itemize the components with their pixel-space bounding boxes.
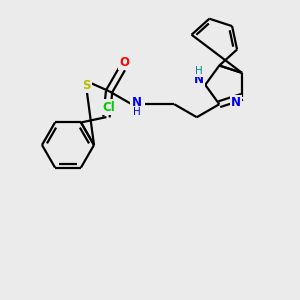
Text: H: H bbox=[133, 107, 140, 117]
Text: Cl: Cl bbox=[102, 100, 115, 114]
Text: N: N bbox=[231, 96, 241, 109]
Text: O: O bbox=[119, 56, 129, 69]
Text: S: S bbox=[82, 79, 91, 92]
Text: H: H bbox=[195, 66, 203, 76]
Text: N: N bbox=[194, 74, 204, 86]
Text: N: N bbox=[132, 96, 142, 109]
